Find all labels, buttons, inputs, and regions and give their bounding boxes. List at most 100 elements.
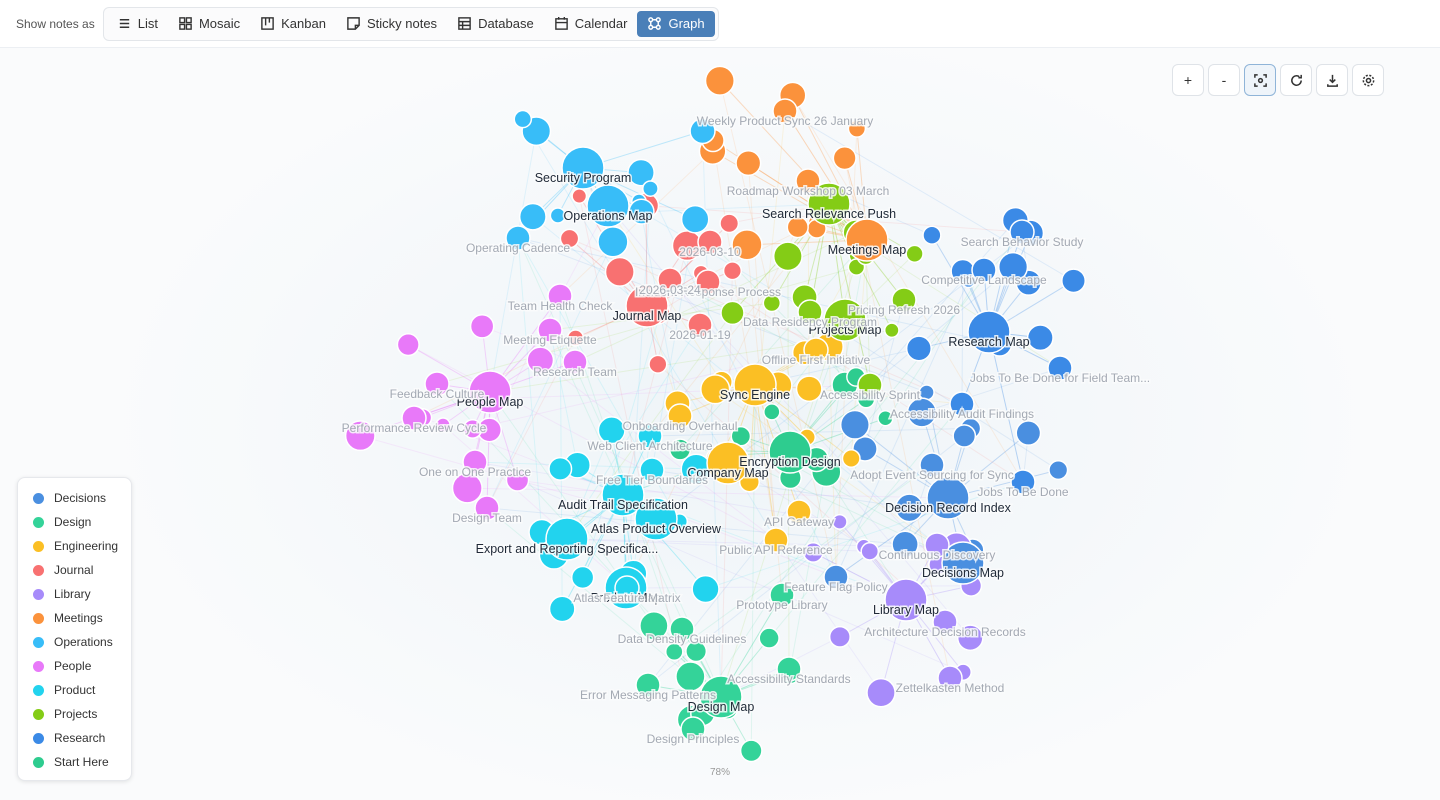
legend-item[interactable]: Library bbox=[18, 582, 131, 606]
legend-item[interactable]: Meetings bbox=[18, 606, 131, 630]
legend-item[interactable]: Operations bbox=[18, 630, 131, 654]
graph-node bbox=[669, 616, 695, 642]
node-label[interactable]: Pricing Refresh 2026 bbox=[846, 302, 961, 319]
node-label[interactable]: Accessibility Sprint bbox=[818, 387, 922, 404]
node-label[interactable]: One on One Practice bbox=[417, 464, 532, 481]
hub-label[interactable]: People Map bbox=[455, 394, 525, 411]
node-label[interactable]: Continuous Discovery bbox=[877, 547, 997, 564]
node-label[interactable]: Jobs To Be Done bbox=[976, 484, 1070, 501]
node-label[interactable]: Design Principles bbox=[645, 731, 741, 748]
hub-label[interactable]: Export and Reporting Specifica... bbox=[474, 541, 660, 558]
node-label[interactable]: Free Tier Boundaries bbox=[594, 472, 709, 489]
node-label[interactable]: Search Behavior Study bbox=[959, 234, 1085, 251]
graph-node bbox=[634, 497, 678, 541]
node-label[interactable]: Design Team bbox=[451, 510, 524, 527]
hub-label[interactable]: Operations Map bbox=[562, 208, 654, 225]
node-label[interactable]: Jobs To Be Done for Field Team... bbox=[968, 370, 1151, 387]
legend-item[interactable]: Start Here bbox=[18, 750, 131, 774]
hub-label[interactable]: Journal Map bbox=[611, 308, 683, 325]
settings-button[interactable] bbox=[1352, 64, 1384, 96]
node-label[interactable]: Meeting Etiquette bbox=[502, 332, 599, 349]
hub-label[interactable]: Decisions Map bbox=[921, 565, 1006, 582]
node-label[interactable]: Team Health Check bbox=[506, 298, 615, 315]
graph-node bbox=[905, 335, 932, 362]
node-label[interactable]: Performance Review Cycle bbox=[340, 420, 488, 437]
hub-label[interactable]: Security Program bbox=[533, 170, 633, 187]
graph-node bbox=[769, 582, 795, 608]
hub-label[interactable]: Projects Map bbox=[807, 322, 883, 339]
node-label[interactable]: Web Client Architecture bbox=[586, 438, 714, 455]
view-button[interactable]: Graph bbox=[637, 10, 715, 37]
hub-label[interactable]: Encryption Design bbox=[738, 454, 842, 471]
hub-label[interactable]: Atlas Product Overview bbox=[590, 521, 724, 538]
view-button[interactable]: Sticky notes bbox=[336, 11, 447, 37]
legend-item[interactable]: Research bbox=[18, 726, 131, 750]
hub-label[interactable]: Decision Record Index bbox=[884, 500, 1014, 517]
hub-label[interactable]: Meetings Map bbox=[826, 242, 908, 259]
node-label[interactable]: Accessibility Standards bbox=[726, 671, 852, 688]
node-label[interactable]: Feedback Culture bbox=[388, 386, 486, 403]
hub-label[interactable]: Sync Engine bbox=[718, 387, 791, 404]
legend-item[interactable]: Design bbox=[18, 510, 131, 534]
node-label[interactable]: Roadmap Workshop 03 March bbox=[725, 183, 891, 200]
graph-edge bbox=[578, 195, 694, 730]
node-label[interactable]: Data Residency Program bbox=[741, 314, 878, 331]
legend-item[interactable]: Projects bbox=[18, 702, 131, 726]
legend-item[interactable]: Product bbox=[18, 678, 131, 702]
download-button[interactable] bbox=[1316, 64, 1348, 96]
node-label[interactable]: Data Density Guidelines bbox=[616, 631, 748, 648]
graph-node bbox=[637, 423, 663, 449]
node-label[interactable]: 2026-03-10 bbox=[678, 244, 743, 261]
node-label[interactable]: Weekly Product Sync 26 January bbox=[695, 113, 875, 130]
view-button[interactable]: Kanban bbox=[250, 11, 336, 37]
node-label[interactable]: 2026-03-24 bbox=[638, 282, 703, 299]
node-label[interactable]: Error Messaging Patterns bbox=[578, 687, 717, 704]
legend-item[interactable]: Engineering bbox=[18, 534, 131, 558]
node-label[interactable]: Accessibility Audit Findings bbox=[888, 406, 1035, 423]
legend-item[interactable]: Journal bbox=[18, 558, 131, 582]
node-label[interactable]: Research Team bbox=[532, 364, 619, 381]
node-label[interactable]: Zettelkasten Method bbox=[894, 680, 1006, 697]
zoom-out-button[interactable]: - bbox=[1208, 64, 1240, 96]
node-label[interactable]: 2026-01-19 bbox=[668, 327, 733, 344]
fit-button[interactable] bbox=[1244, 64, 1276, 96]
view-button[interactable]: List bbox=[107, 11, 168, 37]
node-label[interactable]: API Gateway bbox=[762, 514, 835, 531]
graph-edge bbox=[540, 359, 777, 541]
graph-edge bbox=[828, 203, 871, 386]
hub-label[interactable]: Research Map bbox=[947, 334, 1031, 351]
graph-node bbox=[687, 312, 713, 338]
node-label[interactable]: Offline First Initiative bbox=[760, 352, 872, 369]
hub-label[interactable]: Audit Trail Specification bbox=[557, 497, 690, 514]
node-label[interactable]: Atlas Feature Matrix bbox=[572, 590, 682, 607]
graph-edge bbox=[865, 255, 871, 386]
node-label[interactable]: Adopt Event Sourcing for Sync bbox=[849, 467, 1015, 484]
hub-label[interactable]: Company Map bbox=[686, 465, 770, 482]
node-label[interactable]: Incident Response Process bbox=[633, 284, 782, 301]
hub-label[interactable]: Library Map bbox=[872, 602, 941, 619]
node-label[interactable]: Competitive Landscape bbox=[920, 272, 1049, 289]
node-label[interactable]: Public API Reference bbox=[718, 542, 835, 559]
view-button[interactable]: Calendar bbox=[544, 11, 638, 37]
graph-node bbox=[795, 375, 823, 403]
node-label[interactable]: Onboarding Overhaul bbox=[621, 418, 739, 435]
hub-label[interactable]: Product Map bbox=[589, 590, 663, 607]
graph-edge bbox=[582, 279, 671, 578]
zoom-in-button[interactable]: + bbox=[1172, 64, 1204, 96]
legend-label: Decisions bbox=[54, 491, 107, 505]
graph-edge bbox=[835, 128, 858, 578]
legend-item[interactable]: Decisions bbox=[18, 486, 131, 510]
node-label[interactable]: Operating Cadence bbox=[464, 240, 571, 257]
refresh-button[interactable] bbox=[1280, 64, 1312, 96]
graph-controls: + - bbox=[1172, 64, 1384, 96]
legend-item[interactable]: People bbox=[18, 654, 131, 678]
view-button[interactable]: Database bbox=[447, 11, 544, 37]
graph-glow bbox=[100, 20, 1380, 800]
graph-node bbox=[971, 257, 997, 283]
node-label[interactable]: Prototype Library bbox=[735, 597, 829, 614]
node-label[interactable]: Architecture Decision Records bbox=[863, 624, 1027, 641]
hub-label[interactable]: Search Relevance Push bbox=[760, 206, 897, 223]
node-label[interactable]: Feature Flag Policy bbox=[783, 579, 889, 596]
view-button[interactable]: Mosaic bbox=[168, 11, 250, 37]
hub-label[interactable]: Design Map bbox=[686, 699, 756, 716]
